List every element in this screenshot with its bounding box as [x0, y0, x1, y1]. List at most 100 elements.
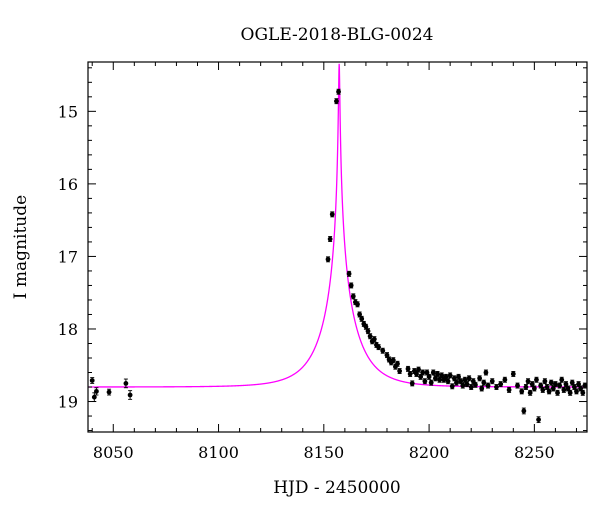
y-tick-label: 17: [58, 247, 78, 266]
point-marker: [571, 384, 577, 390]
point-marker: [327, 236, 333, 242]
data-point: [468, 384, 474, 390]
data-point: [565, 385, 571, 392]
point-marker: [397, 368, 403, 374]
point-marker: [546, 388, 552, 394]
y-tick-label: 16: [58, 175, 78, 194]
data-point: [506, 386, 512, 393]
data-point: [443, 373, 449, 380]
point-marker: [451, 375, 457, 381]
point-marker: [557, 383, 563, 388]
point-marker: [468, 384, 474, 390]
data-point: [574, 388, 579, 395]
data-point: [544, 384, 550, 390]
point-marker: [521, 408, 527, 414]
point-marker: [433, 375, 438, 381]
point-marker: [414, 371, 419, 377]
data-point: [460, 382, 466, 389]
data-point: [466, 375, 472, 382]
point-marker: [561, 387, 567, 393]
data-point: [447, 372, 453, 379]
data-point: [106, 388, 112, 396]
point-marker: [426, 374, 432, 380]
point-marker: [422, 378, 428, 384]
data-point: [407, 371, 413, 377]
y-tick-label: 15: [58, 102, 78, 121]
point-marker: [519, 388, 525, 394]
data-point: [418, 373, 424, 380]
data-point: [523, 384, 529, 390]
data-point: [494, 384, 499, 390]
data-point: [359, 315, 365, 322]
point-marker: [523, 384, 529, 390]
point-marker: [428, 380, 434, 386]
data-point: [555, 389, 560, 396]
point-marker: [405, 366, 411, 372]
data-point: [348, 282, 354, 289]
data-point: [473, 381, 478, 388]
point-marker: [477, 375, 483, 381]
model-curve-layer: [88, 63, 587, 388]
data-point: [481, 379, 487, 386]
point-marker: [458, 378, 464, 384]
point-marker: [565, 386, 571, 391]
point-marker: [574, 388, 579, 394]
point-marker: [359, 316, 365, 322]
point-marker: [544, 384, 550, 390]
point-marker: [371, 336, 377, 342]
model-curve: [88, 63, 587, 388]
data-point: [397, 368, 403, 375]
point-marker: [418, 374, 424, 380]
data-point: [462, 376, 468, 383]
point-marker: [380, 348, 386, 354]
point-marker: [127, 392, 133, 398]
point-marker: [580, 390, 586, 396]
data-point: [534, 376, 539, 383]
point-marker: [525, 378, 531, 384]
point-marker: [555, 390, 560, 396]
point-marker: [563, 381, 569, 387]
data-point: [430, 369, 436, 376]
data-point: [559, 376, 565, 383]
data-point: [449, 383, 455, 390]
data-points-layer: [89, 88, 588, 424]
point-marker: [454, 380, 459, 386]
data-point: [329, 211, 335, 218]
data-point: [371, 336, 377, 343]
point-marker: [390, 357, 396, 363]
data-point: [355, 301, 360, 308]
point-marker: [420, 370, 426, 375]
data-point: [416, 366, 421, 373]
point-marker: [89, 378, 95, 383]
point-marker: [542, 378, 548, 384]
data-point: [420, 369, 426, 376]
point-marker: [363, 324, 369, 330]
data-point: [531, 385, 537, 392]
data-point: [409, 380, 415, 387]
data-point: [548, 379, 554, 386]
point-marker: [536, 417, 541, 423]
data-point: [464, 381, 470, 388]
data-point: [433, 375, 438, 382]
point-marker: [498, 381, 504, 387]
data-point: [94, 387, 99, 396]
data-point: [334, 98, 339, 105]
point-marker: [569, 380, 575, 386]
data-point: [363, 323, 369, 330]
y-axis-title: I magnitude: [11, 195, 31, 299]
point-marker: [365, 328, 371, 334]
data-point: [540, 386, 546, 393]
data-point: [380, 347, 386, 354]
data-point: [367, 333, 373, 340]
data-point: [525, 378, 531, 385]
point-marker: [485, 383, 491, 388]
data-point: [437, 376, 443, 383]
x-tick-label: 8050: [93, 443, 134, 462]
data-point: [489, 378, 495, 385]
point-marker: [489, 378, 495, 384]
point-marker: [550, 386, 556, 391]
plot-frame: [87, 61, 588, 433]
point-marker: [494, 384, 499, 390]
point-marker: [437, 377, 443, 383]
data-point: [390, 357, 396, 364]
